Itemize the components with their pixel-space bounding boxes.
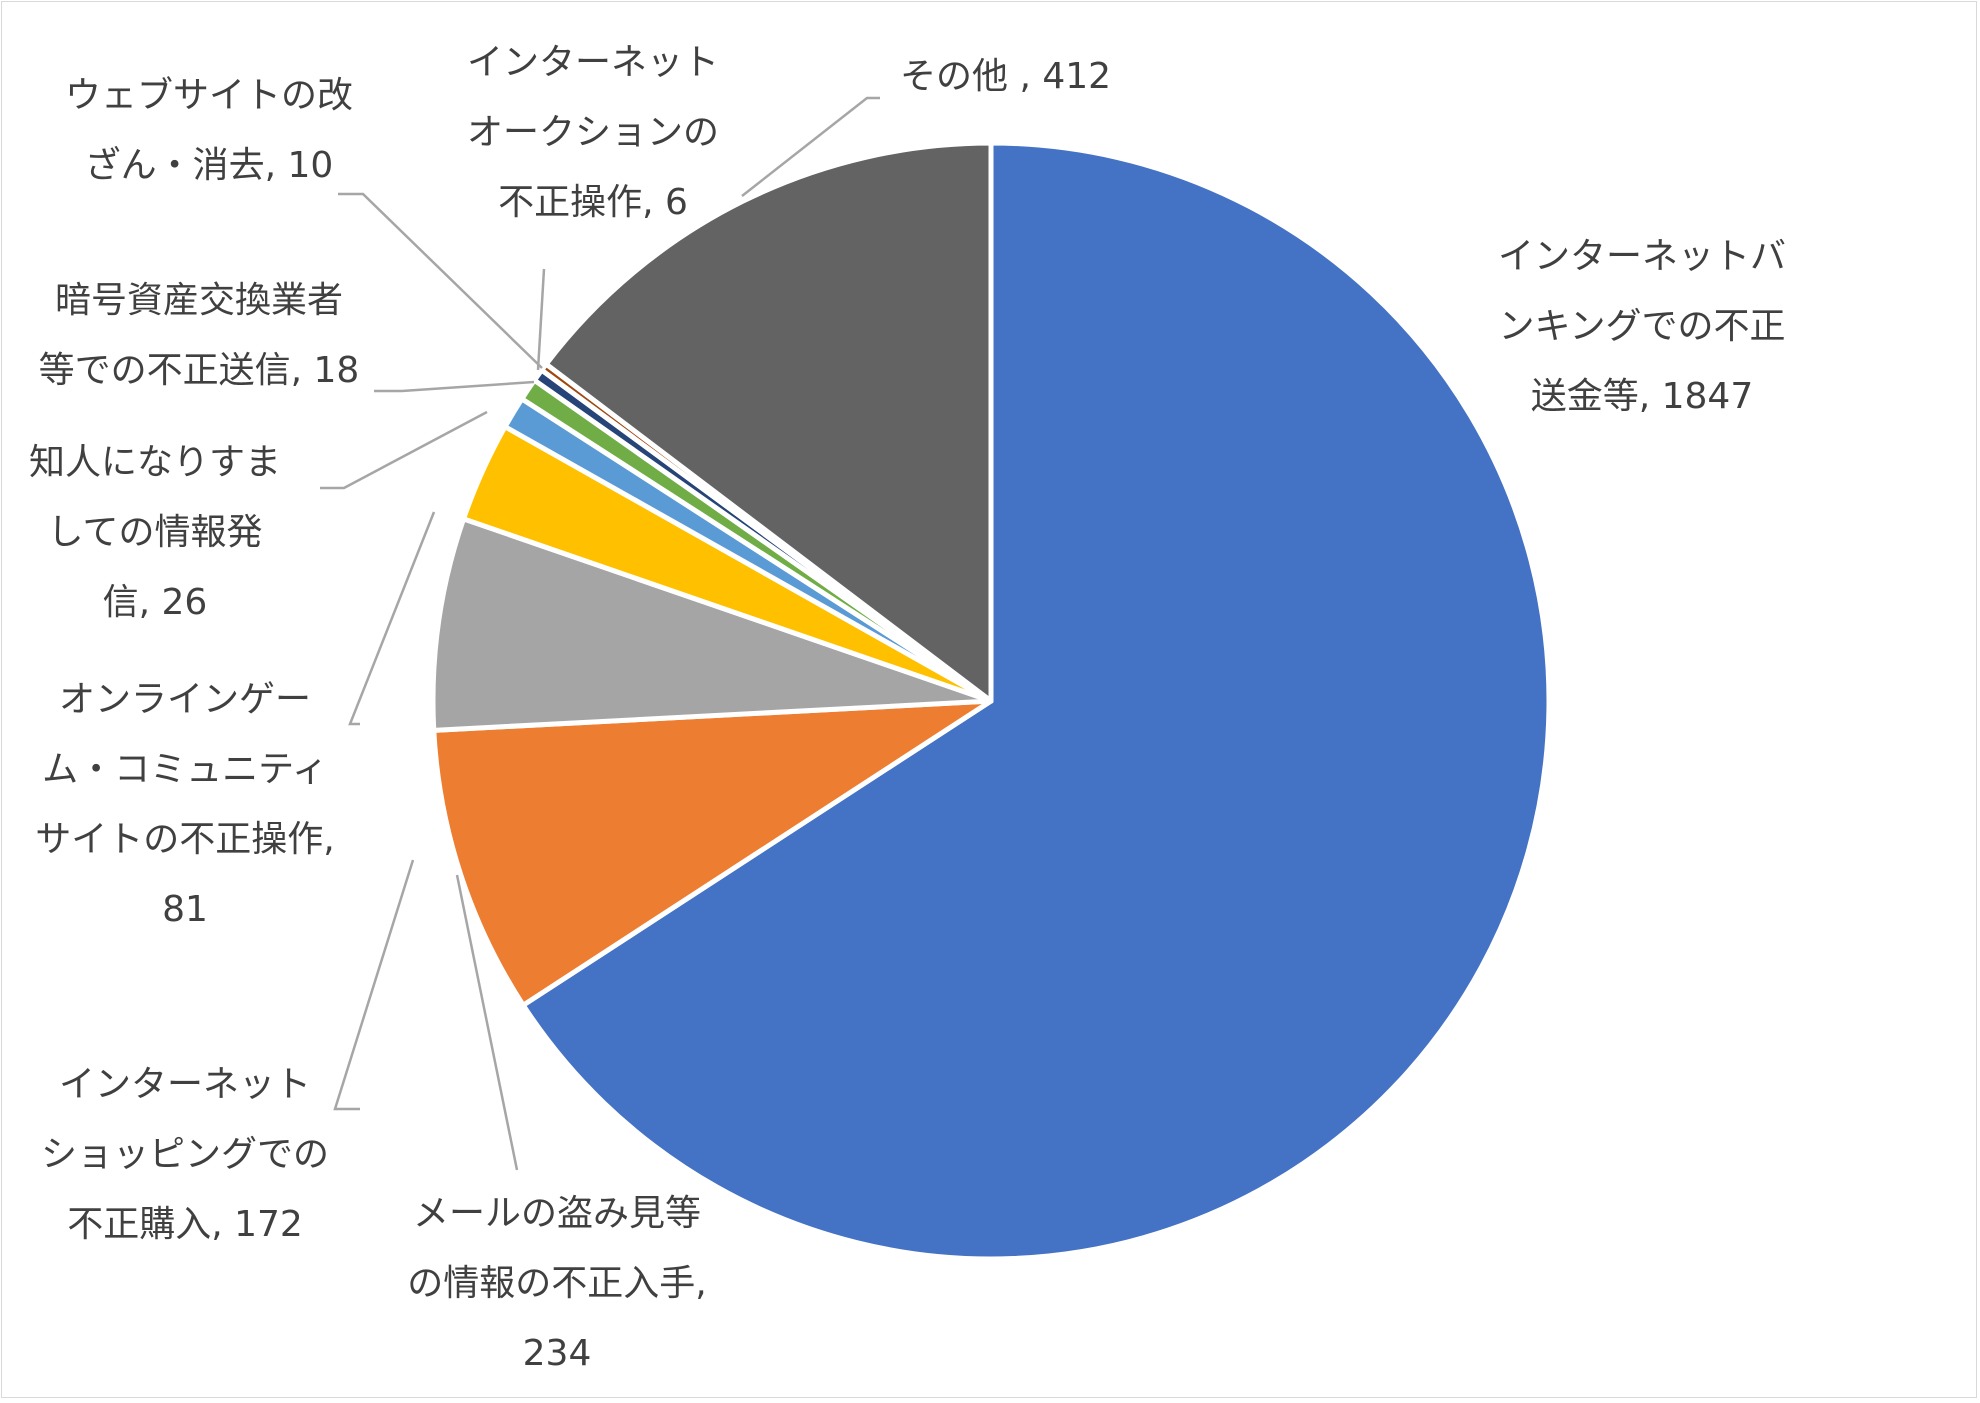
label-internet-shopping: インターネットショッピングでの不正購入, 172 [41,1064,329,1245]
label-internet-banking: インターネットバンキングでの不正送金等, 1847 [1498,236,1786,417]
label-internet-auction-line: インターネット [467,42,719,83]
label-website-tampering-line: ざん・消去, 10 [85,145,334,186]
label-crypto-exchange-line: 暗号資産交換業者 [55,280,343,321]
label-internet-shopping-line: ショッピングでの [41,1134,329,1175]
label-website-tampering-line: ウェブサイトの改 [65,75,353,116]
label-online-game-line: サイトの不正操作, [35,819,334,860]
label-website-tampering-leader-line [338,192,543,369]
label-other: その他 , 412 [900,56,1111,97]
label-internet-auction: インターネットオークションの不正操作, 6 [467,42,719,223]
slice-other [543,140,994,704]
label-impersonation-leader-line [320,410,488,490]
label-internet-shopping-line: 不正購入, 172 [67,1204,303,1245]
label-internet-banking-line: ンキングでの不正 [1499,306,1786,347]
label-online-game: オンラインゲーム・コミュニティサイトの不正操作, 81 [35,679,334,930]
label-impersonation: 知人になりすましての情報発信, 26 [29,442,281,623]
label-impersonation-line: 信, 26 [103,582,208,623]
label-other-line: その他 , 412 [900,56,1111,97]
label-internet-banking-line: 送金等, 1847 [1531,376,1754,417]
label-email-snooping-leader-line [455,874,519,1171]
label-email-snooping-line: の情報の不正入手, [407,1263,706,1304]
label-crypto-exchange: 暗号資産交換業者等での不正送信, 18 [39,280,360,391]
label-email-snooping: メールの盗み見等の情報の不正入手, 234 [407,1193,706,1374]
label-impersonation-line: しての情報発 [48,512,263,553]
label-online-game-leader-line [348,511,436,726]
label-internet-shopping-leader-line [333,859,415,1111]
label-internet-auction-leader-line [536,268,546,371]
label-crypto-exchange-line: 等での不正送信, 18 [39,350,360,391]
label-email-snooping-line: メールの盗み見等 [413,1193,701,1234]
label-internet-auction-line: オークションの [467,112,719,153]
label-online-game-line: オンラインゲー [59,679,311,720]
label-internet-auction-line: 不正操作, 6 [498,182,688,223]
label-internet-shopping-line: インターネット [59,1064,311,1105]
label-internet-banking-line: インターネットバ [1498,236,1786,277]
slice-internet-banking [520,140,1552,1262]
label-other-leader-line [741,96,880,197]
label-impersonation-line: 知人になりすま [29,442,281,483]
label-website-tampering: ウェブサイトの改ざん・消去, 10 [65,75,353,186]
slice-internet-shopping [430,516,994,733]
slice-email-snooping [431,698,994,1008]
label-crypto-exchange-leader-line [374,380,535,393]
label-email-snooping-line: 234 [523,1333,592,1374]
label-online-game-line: ム・コミュニティ [42,749,328,790]
label-online-game-line: 81 [162,889,208,930]
